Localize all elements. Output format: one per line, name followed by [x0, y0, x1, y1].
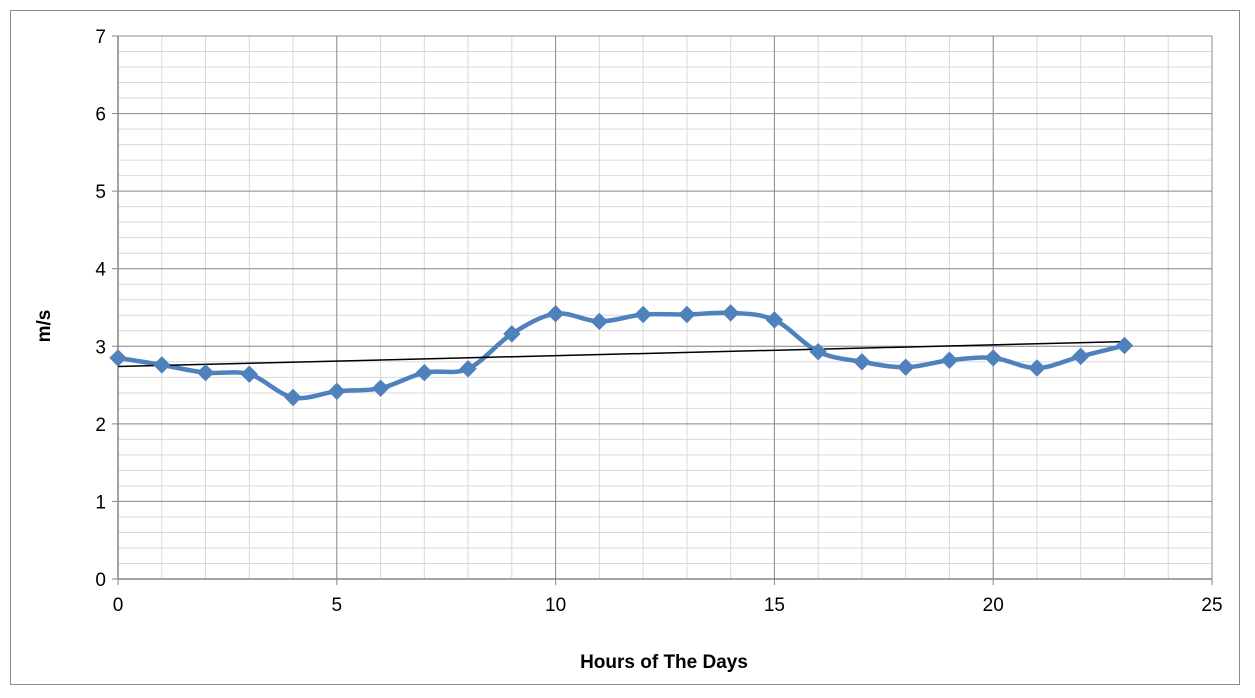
y-tick-label: 2: [95, 415, 106, 436]
y-tick-label: 6: [95, 105, 106, 126]
y-axis-title: m/s: [34, 310, 55, 343]
x-tick-label: 10: [545, 595, 566, 616]
y-tick-label: 5: [95, 182, 106, 203]
axes: [112, 35, 1213, 585]
data-point: [459, 360, 477, 378]
x-tick-label: 15: [764, 595, 785, 616]
chart-area: [10, 10, 1240, 685]
data-point: [153, 356, 171, 374]
data-point: [678, 305, 696, 324]
data-point: [503, 325, 521, 343]
y-tick-label: 7: [95, 27, 106, 48]
tick-labels: 0 1 2 3 4 5 6 7 0 5 10 15 20 25: [95, 27, 1222, 616]
data-point: [284, 388, 302, 407]
data-point: [546, 304, 565, 323]
data-point: [109, 349, 127, 367]
data-point: [328, 382, 346, 400]
data-point: [371, 379, 390, 397]
data-point: [415, 363, 434, 382]
data-point: [853, 353, 871, 371]
x-tick-label: 0: [113, 595, 124, 616]
data-point: [240, 365, 258, 383]
y-tick-label: 0: [95, 570, 106, 591]
data-point: [721, 304, 740, 322]
data-point: [809, 343, 827, 361]
data-point: [940, 351, 959, 369]
x-tick-label: 25: [1201, 595, 1222, 616]
data-point: [1028, 359, 1046, 377]
x-tick-label: 20: [983, 595, 1004, 616]
data-point: [196, 363, 215, 382]
y-tick-label: 4: [95, 260, 106, 281]
data-point: [590, 312, 609, 331]
data-point: [765, 311, 784, 329]
x-axis-title: Hours of The Days: [580, 652, 748, 673]
y-tick-label: 3: [95, 337, 106, 358]
series-line: [117, 310, 1126, 401]
minor-grid: [117, 35, 1213, 580]
series-group: [109, 304, 1134, 407]
x-tick-label: 5: [332, 595, 343, 616]
data-point: [1072, 347, 1090, 366]
major-grid: [117, 35, 1213, 580]
data-point: [984, 349, 1002, 367]
data-point: [634, 305, 652, 324]
y-tick-label: 1: [95, 492, 106, 513]
data-point: [896, 358, 915, 376]
data-point: [1115, 336, 1134, 355]
trendline: [117, 340, 1125, 368]
